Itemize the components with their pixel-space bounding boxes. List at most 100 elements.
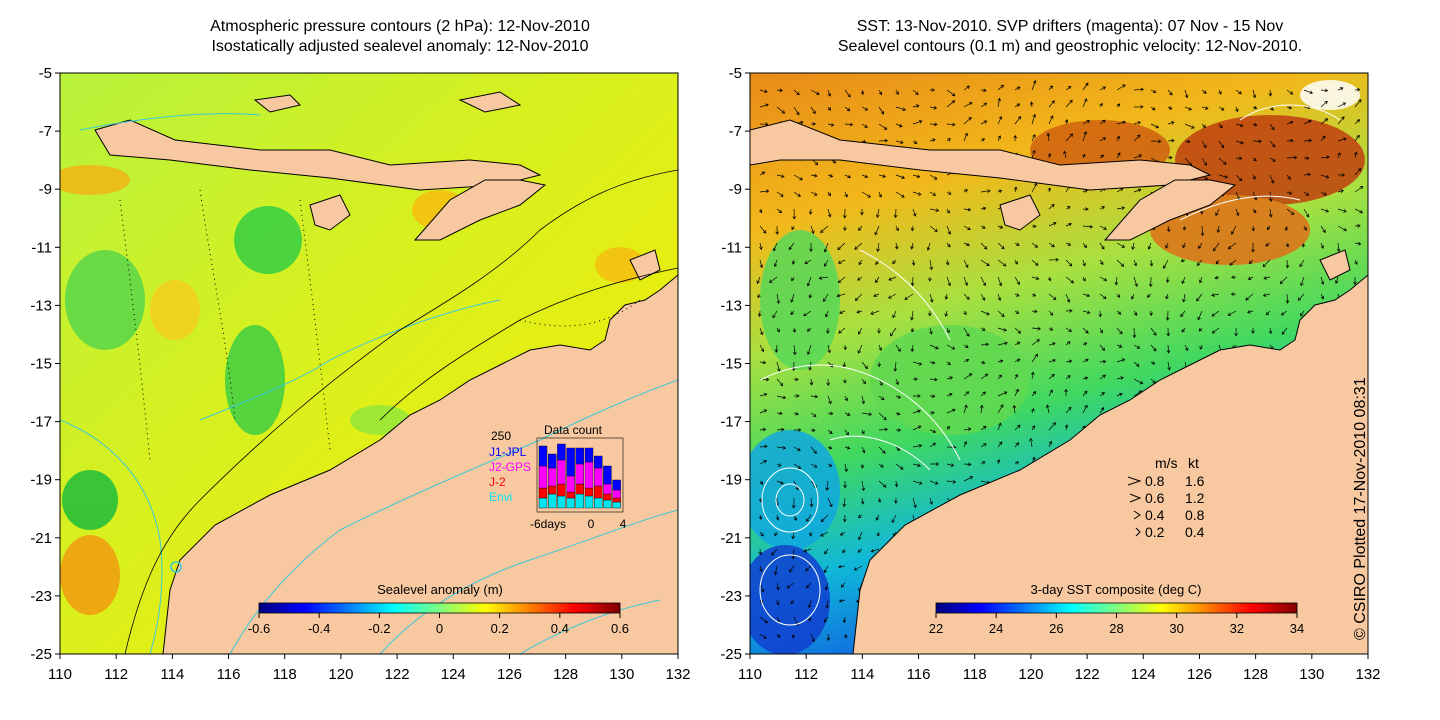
velocity-arrow [805, 514, 812, 522]
velocity-arrow [895, 463, 904, 470]
data-count-bar-segment [538, 465, 548, 489]
velocity-arrow [790, 310, 795, 316]
velocity-arrow [1116, 120, 1127, 125]
velocity-arrow [1213, 242, 1220, 252]
velocity-arrow [895, 428, 902, 432]
velocity-arrow [758, 514, 763, 521]
velocity-arrow [1133, 378, 1144, 385]
velocity-arrow [1031, 425, 1036, 431]
velocity-arrow [1215, 259, 1220, 265]
velocity-arrow [810, 394, 819, 399]
velocity-arrow [997, 135, 1002, 142]
data-count-bar-segment [548, 485, 557, 495]
velocity-arrow [1337, 116, 1345, 125]
velocity-arrow [1099, 86, 1107, 91]
velocity-arrow [929, 360, 936, 365]
velocity-arrow [1048, 389, 1053, 397]
left-australia-land [162, 274, 678, 654]
velocity-arrow [759, 565, 763, 573]
velocity-arrow [1354, 119, 1361, 125]
velocity-arrow [1099, 406, 1105, 414]
velocity-arrow [1252, 208, 1257, 214]
velocity-arrow [1235, 156, 1243, 161]
colorbar-tick-label: 0.6 [611, 621, 629, 636]
right-lat-tick-label: -23 [720, 588, 742, 605]
velocity-arrow [963, 391, 970, 397]
velocity-arrow [1285, 293, 1290, 304]
velocity-arrow [1148, 276, 1153, 288]
velocity-arrow [1131, 242, 1135, 250]
velocity-arrow [929, 480, 939, 485]
velocity-arrow [776, 327, 780, 333]
velocity-arrow [946, 208, 950, 214]
velocity-arrow [854, 242, 863, 250]
data-count-bar-segment [594, 455, 603, 469]
velocity-arrow [912, 444, 923, 448]
velocity-arrow [1211, 293, 1220, 297]
right-lon-tick-label: 116 [907, 666, 931, 683]
velocity-arrow [837, 276, 846, 284]
left-pressure-contours [124, 169, 678, 654]
velocity-legend-ms: 0.2 [1145, 524, 1165, 540]
data-count-bar-segment [538, 497, 548, 509]
velocity-arrow [1048, 327, 1054, 331]
velocity-arrow [1133, 104, 1144, 109]
data-count-bar-segment [603, 493, 612, 501]
velocity-arrow [895, 395, 902, 399]
velocity-arrow [997, 225, 1004, 229]
velocity-legend: m/s kt 0.8 1.60.6 1.20.4 0.80.2 0.4 [1127, 455, 1205, 540]
data-count-bar-segment [584, 461, 594, 489]
data-count-title: Data count [544, 423, 603, 437]
velocity-arrow [857, 548, 863, 553]
velocity-arrow [1014, 327, 1022, 334]
velocity-arrow [1082, 293, 1091, 298]
velocity-arrow [1132, 327, 1137, 339]
velocity-arrow [823, 616, 829, 623]
velocity-arrow [1133, 310, 1138, 316]
velocity-arrow [1013, 186, 1018, 193]
data-count-bar-segment [575, 447, 584, 465]
velocity-arrow [878, 463, 884, 468]
velocity-arrow [776, 293, 781, 305]
velocity-arrow [980, 102, 988, 108]
velocity-arrow [1014, 388, 1019, 397]
velocity-arrow [979, 404, 984, 414]
right-lat-tick-label: -25 [720, 646, 742, 663]
velocity-arrow [1354, 151, 1358, 159]
velocity-arrow [980, 327, 986, 331]
velocity-arrow [963, 344, 969, 348]
velocity-arrow [759, 480, 764, 485]
velocity-arrow [1337, 189, 1344, 193]
velocity-arrow [771, 548, 778, 556]
velocity-arrow [980, 88, 987, 93]
velocity-arrow [878, 123, 888, 130]
velocity-arrow [1184, 89, 1189, 99]
velocity-arrow [1252, 139, 1262, 144]
velocity-arrow [1150, 123, 1160, 129]
velocity-arrow [1099, 344, 1106, 351]
velocity-arrow [1286, 138, 1294, 143]
velocity-arrow [825, 599, 829, 609]
velocity-arrow [806, 582, 812, 589]
velocity-arrow [946, 122, 956, 127]
velocity-arrow [810, 463, 818, 468]
velocity-arrow [857, 276, 863, 281]
velocity-arrow [1286, 208, 1295, 215]
velocity-arrow [912, 361, 923, 366]
velocity-arrow [997, 259, 1007, 267]
anomaly-high-blob [60, 535, 120, 615]
velocity-arrow [895, 344, 901, 352]
velocity-arrow [946, 138, 951, 142]
velocity-arrow [810, 89, 820, 95]
velocity-arrow [895, 411, 901, 416]
right-lon-tick-label: 114 [850, 666, 874, 683]
velocity-arrow [1150, 89, 1157, 94]
velocity-arrow [1196, 293, 1203, 302]
velocity-arrow [1218, 174, 1229, 179]
velocity-arrow [1198, 242, 1203, 249]
right-lon-tick-label: 126 [1187, 666, 1212, 683]
data-count-bar-segment [594, 497, 603, 509]
velocity-arrow [808, 616, 812, 622]
velocity-arrow [1116, 293, 1121, 298]
velocity-arrow [1354, 99, 1362, 108]
